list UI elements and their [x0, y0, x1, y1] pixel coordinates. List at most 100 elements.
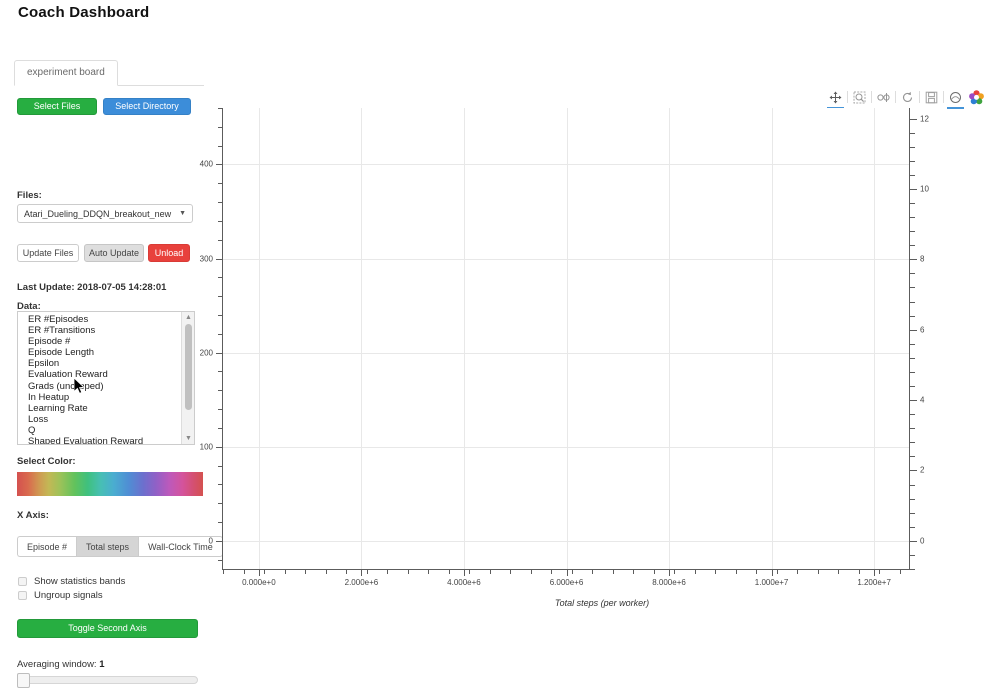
x-axis-tick-label: 1.000e+7	[754, 578, 789, 587]
data-list-scrollbar[interactable]: ▲ ▼	[181, 312, 194, 444]
toggle-second-axis-button[interactable]: Toggle Second Axis	[17, 619, 198, 638]
y-axis-minor-tick	[218, 277, 223, 279]
secondary-y-axis-minor-tick	[910, 343, 915, 345]
secondary-y-axis-tick-label: 12	[920, 114, 929, 124]
chart-horizontal-gridline	[223, 164, 910, 166]
update-files-button[interactable]: Update Files	[17, 244, 79, 262]
x-axis-minor-tick	[489, 569, 491, 574]
secondary-y-axis-minor-tick	[910, 357, 915, 359]
data-signal-item[interactable]: Shaped Evaluation Reward	[28, 436, 144, 445]
y-axis-minor-tick	[218, 465, 223, 467]
x-axis-minor-tick	[674, 569, 676, 574]
show-statistics-bands-checkbox[interactable]	[18, 577, 27, 586]
files-label: Files:	[17, 190, 42, 201]
data-signal-item[interactable]: Evaluation Reward	[28, 369, 108, 381]
secondary-y-axis-tick-label: 2	[920, 465, 925, 475]
secondary-y-axis-minor-tick	[910, 301, 915, 303]
secondary-y-axis-minor-tick	[910, 414, 915, 416]
data-signal-item[interactable]: Q	[28, 424, 36, 436]
data-signal-item[interactable]: Loss	[28, 413, 49, 425]
secondary-y-axis-minor-tick	[910, 386, 915, 387]
secondary-y-axis-line	[909, 108, 910, 570]
x-axis-option-total-steps[interactable]: Total steps	[76, 536, 139, 557]
x-axis-minor-tick	[797, 569, 799, 574]
files-dropdown-value: Atari_Dueling_DDQN_breakout_new	[24, 208, 172, 219]
x-axis-minor-tick	[817, 569, 819, 574]
x-axis-tick	[669, 569, 671, 576]
chart-canvas[interactable]	[223, 108, 910, 569]
secondary-y-axis-minor-tick	[910, 231, 915, 233]
wheel-zoom-tool-icon[interactable]	[873, 87, 894, 107]
select-directory-button[interactable]: Select Directory	[103, 98, 191, 115]
x-axis-option-episode[interactable]: Episode #	[17, 536, 77, 557]
plot-container: 0.000e+0 2.000e+6 4.000e+6 6.000e+6 8.000e+6…	[200, 82, 991, 634]
secondary-y-axis-minor-tick	[910, 569, 915, 570]
secondary-y-axis-minor-tick	[910, 315, 915, 317]
slider-track[interactable]	[17, 676, 198, 684]
x-axis-minor-tick	[715, 569, 717, 574]
secondary-y-axis-minor-tick	[910, 456, 915, 458]
data-signal-item[interactable]: Epsilon	[28, 358, 60, 370]
x-axis-tick	[566, 569, 568, 576]
pan-tool-icon[interactable]	[825, 87, 846, 109]
x-axis-selector: Episode # Total steps Wall-Clock Time	[17, 536, 223, 557]
data-signal-item[interactable]: Episode Length	[28, 347, 95, 359]
data-signal-item[interactable]: Grads (unclipped)	[28, 380, 104, 392]
ungroup-signals-checkbox[interactable]	[18, 591, 27, 600]
y-axis-minor-tick	[218, 202, 223, 204]
toolbar-separator	[847, 91, 848, 103]
x-axis-minor-tick	[387, 569, 389, 574]
averaging-window-slider[interactable]	[17, 673, 198, 688]
scroll-down-icon[interactable]: ▼	[185, 435, 192, 442]
bokeh-logo-icon[interactable]	[966, 87, 987, 107]
secondary-y-axis-minor-tick	[910, 174, 915, 176]
x-axis-tick-label: 6.000e+6	[549, 578, 584, 587]
y-axis-minor-tick	[218, 145, 223, 147]
secondary-y-axis-minor-tick	[910, 203, 915, 204]
y-axis-minor-tick	[218, 183, 223, 185]
data-signal-item[interactable]: ER #Transitions	[28, 325, 96, 337]
secondary-y-axis-minor-tick	[910, 273, 915, 275]
reset-tool-icon[interactable]	[897, 87, 918, 107]
ungroup-signals-row[interactable]: Ungroup signals	[18, 590, 103, 601]
y-axis-minor-tick	[218, 352, 223, 354]
secondary-y-axis-tick-label: 10	[920, 184, 929, 194]
secondary-y-axis-minor-tick	[910, 512, 915, 514]
x-axis-minor-tick	[879, 569, 881, 574]
y-axis-minor-tick	[218, 427, 223, 429]
data-signal-item[interactable]: Learning Rate	[28, 402, 88, 414]
files-dropdown[interactable]: Atari_Dueling_DDQN_breakout_new ▼	[17, 204, 193, 223]
save-tool-icon[interactable]	[921, 87, 942, 107]
data-signal-item[interactable]: In Heatup	[28, 391, 70, 403]
last-update-status: Last Update: 2018-07-05 14:28:01	[17, 282, 167, 293]
y-axis-tick-label: 100	[199, 442, 213, 452]
data-signal-item[interactable]: Episode #	[28, 336, 71, 348]
box-zoom-tool-icon[interactable]	[849, 87, 870, 107]
x-axis-minor-tick	[633, 569, 635, 574]
secondary-y-axis-minor-tick	[910, 259, 915, 261]
y-axis-tick-label: 0	[208, 536, 213, 546]
chart-vertical-gridline	[771, 108, 773, 569]
data-signal-list[interactable]: ER #Episodes ER #Transitions Episode # Epis…	[17, 311, 195, 445]
data-signal-item[interactable]: ER #Episodes	[28, 314, 89, 325]
select-files-button[interactable]: Select Files	[17, 98, 97, 115]
y-axis-minor-tick	[218, 296, 223, 298]
chart-plot-area[interactable]: 0.000e+0 2.000e+6 4.000e+6 6.000e+6 8.000e+6…	[200, 108, 929, 587]
y-axis-minor-tick	[218, 540, 223, 542]
secondary-y-axis-minor-tick	[910, 287, 915, 289]
scrollbar-thumb[interactable]	[185, 324, 192, 410]
tab-experiment-board[interactable]: experiment board	[14, 60, 118, 86]
color-picker-gradient[interactable]	[17, 472, 203, 496]
slider-handle[interactable]	[17, 673, 30, 688]
x-axis-minor-tick	[776, 569, 778, 574]
secondary-y-axis-minor-tick	[910, 132, 915, 134]
show-statistics-bands-row[interactable]: Show statistics bands	[18, 576, 125, 587]
x-axis-minor-tick	[407, 569, 409, 574]
chart-vertical-gridline	[258, 108, 260, 569]
unload-button[interactable]: Unload	[148, 244, 190, 262]
auto-update-button[interactable]: Auto Update	[84, 244, 144, 262]
x-axis-minor-tick	[366, 569, 368, 574]
hover-tool-icon[interactable]	[945, 87, 966, 109]
y-axis-minor-tick	[218, 503, 223, 505]
scroll-up-icon[interactable]: ▲	[185, 314, 192, 321]
